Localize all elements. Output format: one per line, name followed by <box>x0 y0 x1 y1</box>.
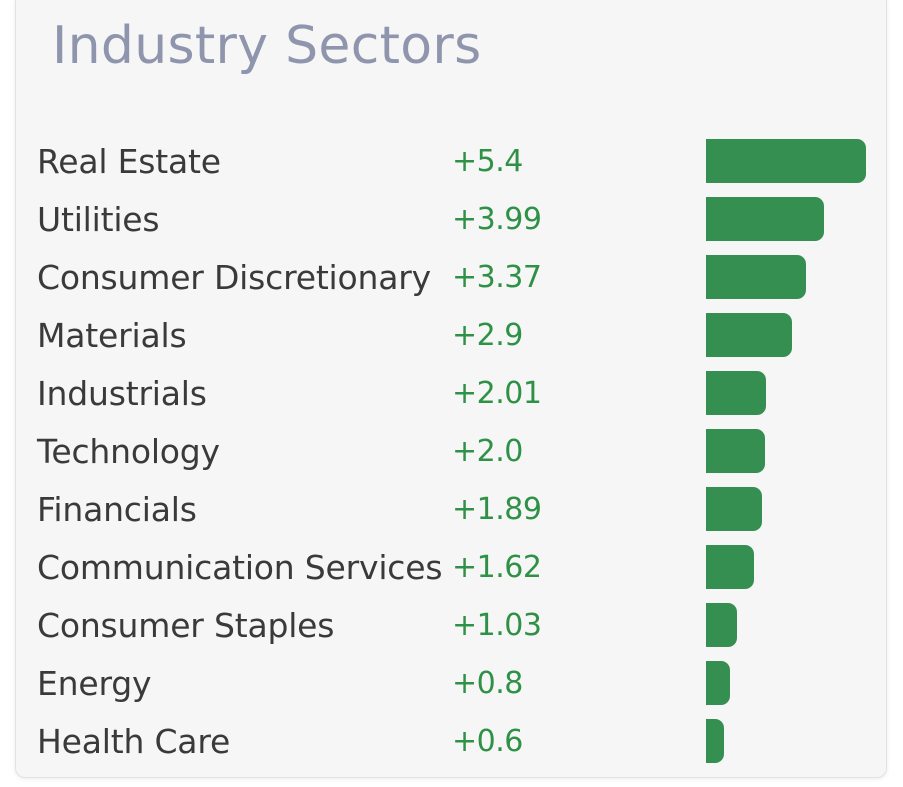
sector-row: Utilities +3.99 <box>0 191 903 249</box>
sector-row: Materials +2.9 <box>0 307 903 365</box>
sector-change-value: +1.89 <box>452 492 542 527</box>
sector-name-label: Utilities <box>37 200 160 239</box>
sector-name-label: Consumer Discretionary <box>37 258 431 297</box>
chart-title: Industry Sectors <box>52 16 482 76</box>
sector-row: Financials +1.89 <box>0 481 903 539</box>
sector-bar <box>706 661 730 705</box>
sector-bar <box>706 719 724 763</box>
sector-row: Consumer Staples +1.03 <box>0 597 903 655</box>
sector-bar <box>706 139 866 183</box>
sector-name-label: Financials <box>37 490 197 529</box>
sector-row: Industrials +2.01 <box>0 365 903 423</box>
sector-name-label: Materials <box>37 316 187 355</box>
sector-name-label: Energy <box>37 664 152 703</box>
sector-row: Real Estate +5.4 <box>0 133 903 191</box>
sector-name-label: Consumer Staples <box>37 606 335 645</box>
sector-bar <box>706 545 754 589</box>
sector-row: Communication Services +1.62 <box>0 539 903 597</box>
sector-change-value: +1.62 <box>452 550 542 585</box>
sector-bar <box>706 429 765 473</box>
sector-bar <box>706 197 824 241</box>
sector-name-label: Technology <box>37 432 220 471</box>
sector-change-value: +3.37 <box>452 260 542 295</box>
sector-change-value: +0.6 <box>452 724 523 759</box>
sector-list: Real Estate +5.4 Utilities +3.99 Consumer Di… <box>0 133 903 771</box>
sector-row: Technology +2.0 <box>0 423 903 481</box>
sector-row: Consumer Discretionary +3.37 <box>0 249 903 307</box>
sector-row: Health Care +0.6 <box>0 713 903 771</box>
sector-row: Energy +0.8 <box>0 655 903 713</box>
sector-change-value: +2.9 <box>452 318 523 353</box>
sector-bar <box>706 487 762 531</box>
sector-name-label: Health Care <box>37 722 231 761</box>
sector-change-value: +0.8 <box>452 666 523 701</box>
sector-name-label: Communication Services <box>37 548 443 587</box>
sector-bar <box>706 603 737 647</box>
sector-bar <box>706 371 766 415</box>
sector-bar <box>706 313 792 357</box>
sector-bar <box>706 255 806 299</box>
sector-name-label: Industrials <box>37 374 207 413</box>
sector-change-value: +2.0 <box>452 434 523 469</box>
sector-change-value: +5.4 <box>452 144 523 179</box>
sector-change-value: +3.99 <box>452 202 542 237</box>
sector-name-label: Real Estate <box>37 142 221 181</box>
sector-change-value: +2.01 <box>452 376 542 411</box>
sector-change-value: +1.03 <box>452 608 542 643</box>
